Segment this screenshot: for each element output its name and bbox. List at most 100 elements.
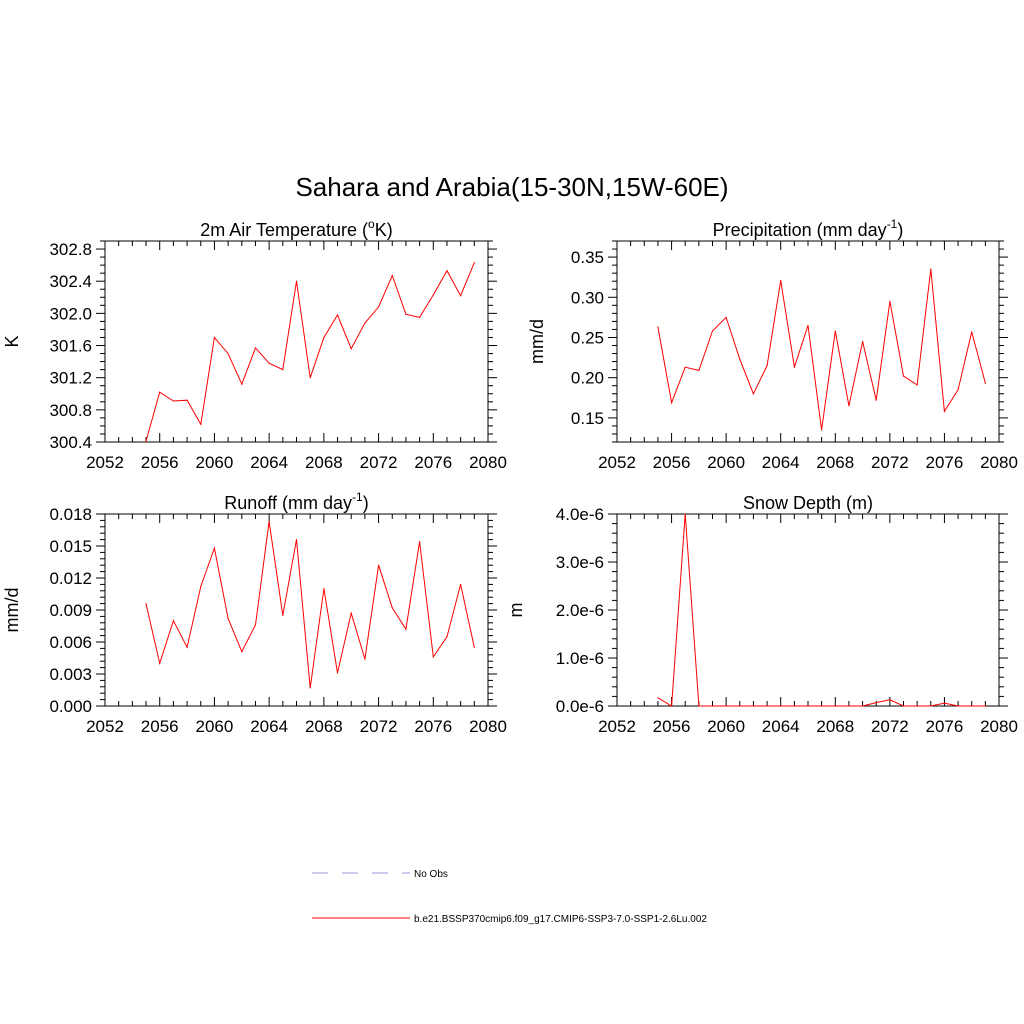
y-tick-label: 1.0e-6	[556, 649, 604, 668]
x-tick-label: 2076	[414, 453, 452, 472]
data-point	[186, 646, 188, 648]
data-point	[186, 399, 188, 401]
data-point	[875, 702, 877, 704]
data-point	[752, 705, 755, 707]
y-tick-label: 4.0e-6	[556, 505, 604, 524]
data-point	[364, 658, 366, 660]
x-tick-label: 2056	[653, 453, 691, 472]
plot-frame	[616, 240, 1000, 443]
data-point	[227, 617, 229, 620]
y-tick-label: 0.006	[49, 633, 92, 652]
data-point	[766, 705, 768, 707]
data-point	[268, 520, 270, 523]
data-point	[848, 705, 850, 707]
x-tick-label: 2076	[414, 717, 452, 736]
data-point	[834, 330, 836, 332]
panel-title-rest: K)	[375, 220, 393, 240]
x-tick-label: 2072	[360, 453, 398, 472]
data-point	[943, 702, 946, 704]
data-point	[725, 316, 727, 318]
data-point	[282, 369, 284, 371]
data-point	[766, 365, 768, 367]
y-tick-label: 302.0	[49, 304, 92, 323]
panel-title: Precipitation (mm day-1)	[713, 217, 904, 240]
data-point	[227, 352, 229, 355]
data-point	[446, 270, 448, 272]
y-tick-label: 0.30	[571, 288, 604, 307]
y-tick-label: 302.4	[49, 272, 92, 291]
x-tick-label: 2068	[816, 717, 854, 736]
data-point	[350, 348, 352, 350]
panel-title: Snow Depth (m)	[743, 493, 873, 513]
data-point	[807, 705, 809, 707]
data-point	[254, 624, 257, 626]
data-point	[711, 330, 714, 332]
y-axis-label: mm/d	[527, 319, 547, 364]
x-tick-label: 2080	[980, 453, 1018, 472]
panel-2: Precipitation (mm day-1) mm/d 2052 2056 2060…	[527, 217, 1018, 472]
data-point	[432, 656, 434, 658]
data-point	[309, 687, 311, 689]
data-point	[902, 375, 905, 377]
data-point	[295, 539, 298, 541]
data-point	[323, 336, 325, 339]
data-point	[432, 294, 434, 296]
data-point	[336, 672, 339, 674]
x-tick-label: 2068	[305, 453, 343, 472]
panel-title-sup: o	[368, 217, 375, 231]
data-point	[159, 662, 161, 664]
y-tick-label: 0.15	[571, 409, 604, 428]
y-tick-label: 0.018	[49, 505, 92, 524]
x-tick-label: 2052	[598, 453, 636, 472]
y-tick-label: 302.8	[49, 240, 92, 259]
x-tick-label: 2064	[250, 717, 288, 736]
data-point	[861, 705, 864, 707]
data-point	[377, 306, 380, 308]
data-point	[172, 620, 174, 622]
data-point	[916, 705, 918, 707]
data-point	[752, 393, 755, 395]
data-point	[780, 705, 782, 707]
data-point	[889, 699, 891, 701]
panel-title-rest: )	[897, 220, 903, 240]
x-tick-label: 2064	[762, 453, 800, 472]
y-tick-label: 301.2	[49, 369, 92, 388]
data-point	[295, 280, 298, 282]
data-point	[213, 336, 216, 339]
y-tick-label: 2.0e-6	[556, 601, 604, 620]
data-point	[930, 705, 932, 707]
y-tick-label: 0.015	[49, 537, 92, 556]
x-tick-label: 2080	[469, 453, 507, 472]
x-tick-label: 2072	[871, 717, 909, 736]
data-point	[834, 705, 836, 707]
data-point	[391, 607, 393, 609]
x-tick-label: 2064	[250, 453, 288, 472]
data-point	[200, 423, 202, 425]
data-point	[861, 340, 864, 343]
data-point	[254, 347, 257, 349]
data-point	[377, 564, 380, 566]
x-tick-label: 2056	[653, 717, 691, 736]
data-point	[848, 405, 850, 407]
data-point	[930, 268, 932, 270]
data-point	[364, 322, 366, 324]
data-point	[460, 295, 462, 297]
data-point	[684, 513, 686, 515]
y-tick-label: 0.20	[571, 369, 604, 388]
data-point	[984, 382, 986, 384]
data-point	[172, 400, 174, 402]
panel-3: Runoff (mm day-1) mm/d 2052 2056 2060 2064 206…	[2, 490, 507, 736]
data-point	[684, 366, 686, 368]
y-tick-label: 0.25	[571, 328, 604, 347]
x-tick-label: 2060	[196, 453, 234, 472]
data-point	[241, 651, 243, 653]
panel-title-rest: )	[363, 493, 369, 513]
data-point	[460, 583, 462, 586]
data-point	[739, 705, 741, 707]
series-line	[145, 262, 475, 442]
data-point	[473, 646, 475, 648]
x-tick-label: 2052	[86, 453, 124, 472]
data-point	[821, 429, 823, 431]
series-line	[657, 513, 986, 707]
panel-title: 2m Air Temperature (oK)	[200, 217, 392, 240]
